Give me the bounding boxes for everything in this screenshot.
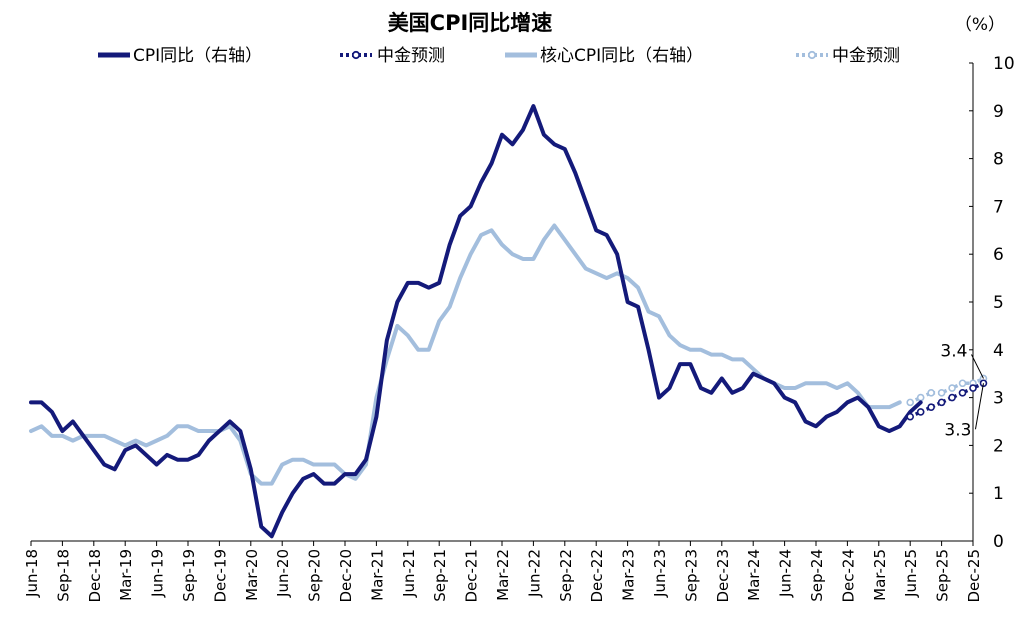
x-tick-label: Mar-19	[117, 549, 135, 601]
forecast-point	[906, 398, 915, 407]
forecast-point	[969, 384, 977, 392]
y-tick-label: 1	[993, 484, 1004, 504]
y-tick-label: 9	[993, 102, 1004, 122]
x-tick-label: Sep-20	[306, 549, 324, 602]
annotation-cpi-forecast: 3.3	[944, 420, 971, 440]
x-tick-label: Dec-18	[86, 549, 104, 603]
forecast-point	[927, 403, 935, 411]
legend-item-core: 核心CPI同比（右轴）	[505, 46, 703, 66]
x-tick-label: Dec-24	[839, 549, 857, 603]
x-tick-label: Jun-19	[149, 549, 167, 598]
x-tick-label: Sep-19	[180, 549, 198, 602]
annotation-leader	[974, 383, 984, 430]
plot-area	[29, 104, 988, 539]
x-tick-label: Dec-20	[337, 549, 355, 603]
x-tick-label: Jun-20	[274, 549, 292, 598]
annotations: 3.4 3.3	[940, 341, 984, 440]
forecast-point	[937, 398, 946, 407]
series-line-core	[29, 223, 902, 486]
x-tick-label: Jun-22	[525, 549, 543, 598]
legend-item-cpi-forecast: 中金预测	[340, 46, 445, 66]
y-tick-label: 0	[993, 532, 1004, 552]
x-tick-label: Mar-24	[745, 549, 763, 601]
axes: 0 1 2 3 4 5 6 7 8 9 10 Jun-18 Sep-18 Dec-18 Mar-19 Jun-…	[23, 54, 1015, 603]
legend-item-core-forecast: 中金预测	[796, 46, 900, 66]
forecast-point	[916, 393, 925, 402]
forecast-point	[948, 393, 956, 402]
legend-label-core: 核心CPI同比（右轴）	[540, 46, 703, 66]
x-tick-label: Sep-21	[431, 549, 449, 602]
x-tick-label: Mar-25	[871, 549, 889, 601]
series-line-cpi	[29, 104, 923, 539]
y-tick-label: 10	[993, 54, 1015, 74]
chart-title: 美国CPI同比增速	[388, 11, 553, 35]
x-tick-label: Sep-24	[808, 549, 826, 602]
y-tick-label: 5	[993, 293, 1004, 313]
x-tick-label: Sep-23	[682, 549, 700, 602]
y-tick-label: 4	[993, 341, 1004, 361]
x-tick-label: Sep-25	[934, 549, 952, 602]
x-tick-label: Dec-19	[211, 549, 229, 603]
x-tick-label: Mar-21	[368, 549, 386, 601]
y-tick-label: 3	[993, 389, 1004, 409]
x-tick-label: Jun-23	[651, 549, 669, 598]
annotation-core-forecast: 3.4	[940, 341, 967, 361]
x-tick-label: Dec-25	[965, 549, 983, 603]
x-tick-label: Jun-18	[23, 549, 41, 598]
y-tick-label: 2	[993, 436, 1004, 456]
forecast-point	[948, 384, 956, 392]
x-tick-label: Jun-25	[902, 549, 920, 598]
x-tick-label: Sep-22	[557, 549, 575, 602]
forecast-point	[927, 389, 935, 397]
legend-item-cpi: CPI同比（右轴）	[98, 46, 262, 66]
x-tick-label: Dec-22	[588, 549, 606, 603]
x-tick-label: Sep-18	[54, 549, 72, 602]
x-tick-label: Dec-21	[463, 549, 481, 603]
forecast-point	[906, 412, 915, 421]
forecast-point	[937, 389, 946, 397]
legend-label-cpi-forecast: 中金预测	[377, 46, 445, 66]
y-tick-label: 8	[993, 150, 1004, 170]
y-tick-label: 6	[993, 245, 1004, 265]
forecast-point	[958, 379, 967, 388]
x-tick-label: Jun-24	[777, 549, 795, 598]
x-tick-label: Mar-23	[620, 549, 638, 601]
x-tick-label: Jun-21	[400, 549, 418, 598]
forecast-point	[958, 389, 967, 397]
x-tick-label: Mar-20	[243, 549, 261, 601]
legend: CPI同比（右轴） 中金预测 核心CPI同比（右轴） 中金预测	[98, 46, 900, 66]
legend-label-cpi: CPI同比（右轴）	[133, 46, 262, 66]
forecast-point	[916, 408, 925, 416]
annotation-leader	[971, 354, 984, 379]
unit-label: （%）	[955, 15, 1005, 35]
y-tick-label: 7	[993, 197, 1004, 217]
legend-label-core-forecast: 中金预测	[832, 46, 900, 66]
x-tick-label: Dec-23	[714, 549, 732, 603]
x-tick-label: Mar-22	[494, 549, 512, 601]
